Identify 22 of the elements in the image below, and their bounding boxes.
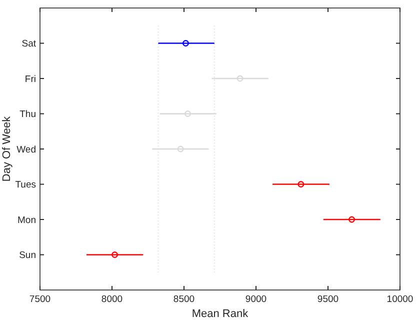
point <box>298 181 304 188</box>
x-tick-label: 8000 <box>101 294 123 305</box>
y-tick-label: Sun <box>19 250 36 262</box>
point <box>236 75 244 82</box>
y-tick-label: Sat <box>22 38 36 50</box>
x-tick-label: 10000 <box>386 294 414 305</box>
point <box>111 252 118 258</box>
x-axis-title: Mean Rank <box>192 308 249 320</box>
y-tick-label: Mon <box>18 214 36 226</box>
y-tick-label: Thu <box>20 109 36 120</box>
x-tick-label: 9000 <box>245 294 267 305</box>
x-tick-label: 8500 <box>173 294 195 305</box>
x-tick-label: 9500 <box>317 294 339 305</box>
point <box>348 216 356 223</box>
y-tick-label: Fri <box>24 74 36 85</box>
point <box>182 40 189 46</box>
y-tick-label: Tues <box>15 180 36 191</box>
x-tick-label: 7500 <box>29 294 51 305</box>
point <box>184 110 191 117</box>
point <box>177 146 184 152</box>
y-axis-title: Day Of Week <box>1 116 13 182</box>
y-tick-label: Wed <box>16 144 36 156</box>
